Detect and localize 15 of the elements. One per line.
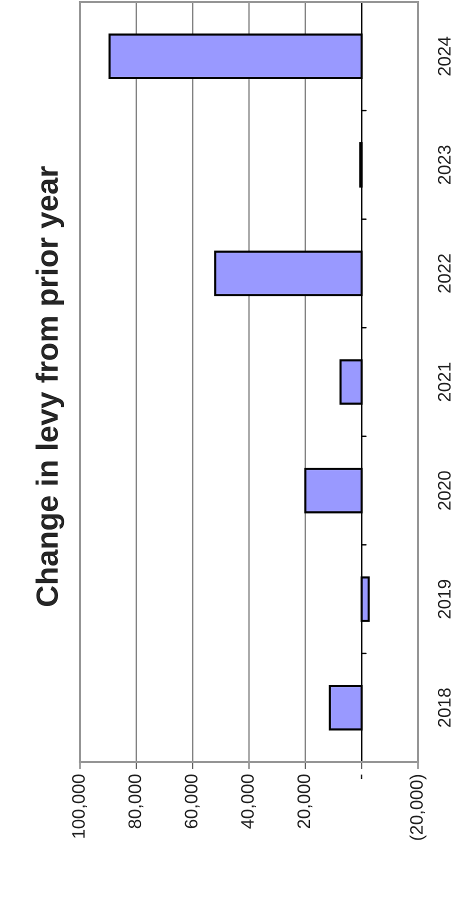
y-tick-label: 2020 bbox=[438, 471, 451, 510]
y-tick-label: 2021 bbox=[438, 362, 451, 402]
x-tick-label: 100,000 bbox=[72, 774, 87, 838]
y-tick-label: 2024 bbox=[438, 36, 451, 76]
y-tick-label: 2023 bbox=[438, 146, 451, 184]
x-tick-label: 40,000 bbox=[241, 774, 256, 829]
x-tick-label: - bbox=[360, 774, 362, 780]
x-tick-label: 60,000 bbox=[184, 774, 200, 828]
x-tick-label: 20,000 bbox=[297, 774, 312, 828]
y-tick-label: 2018 bbox=[438, 688, 451, 727]
x-tick-label: 80,000 bbox=[128, 774, 144, 828]
x-tick-label: (20,000) bbox=[410, 774, 426, 840]
text: Change in levy from prior year bbox=[36, 166, 64, 606]
y-tick-label: 2022 bbox=[438, 254, 451, 293]
y-tick-label: 2019 bbox=[438, 580, 451, 618]
